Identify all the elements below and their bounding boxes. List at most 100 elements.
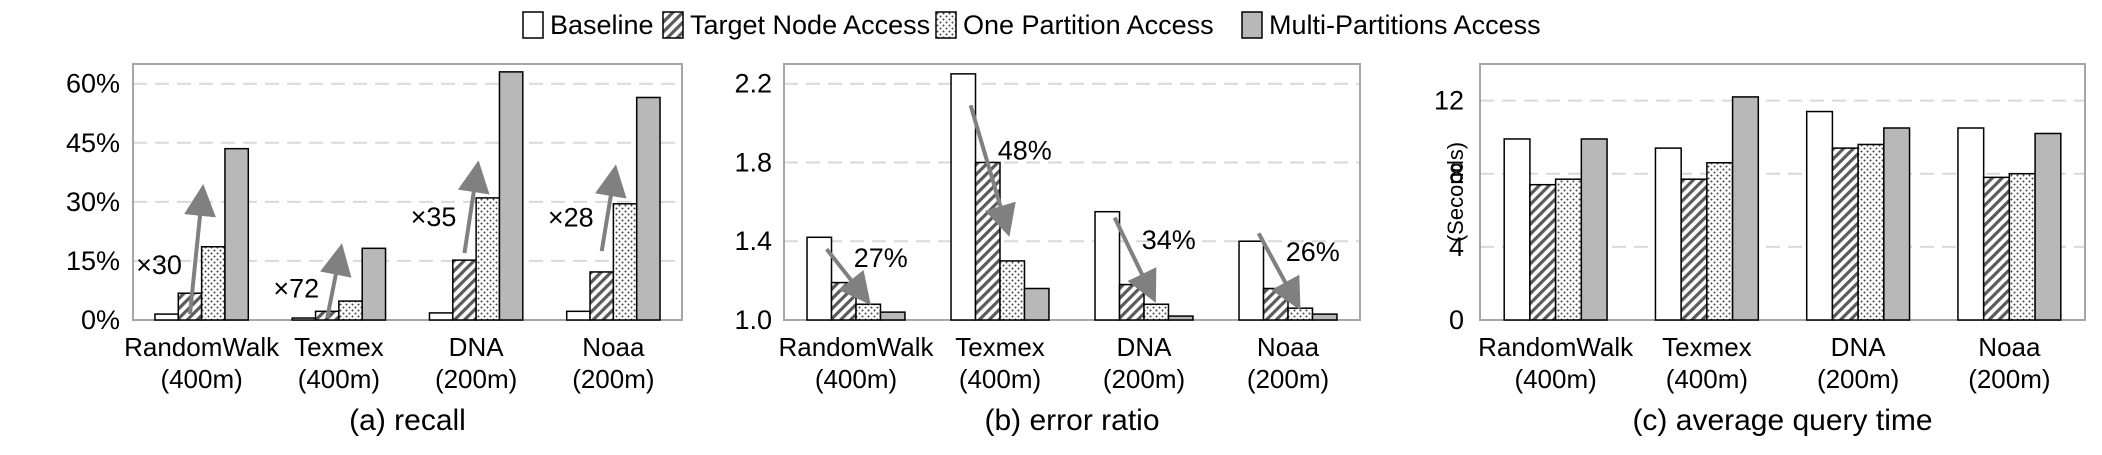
annotation-label: 34%: [1142, 225, 1196, 255]
x-tick-label: Texmex: [1662, 332, 1752, 362]
bar-multi-partitions-access-noaa: [2034, 132, 2062, 321]
annotation-label: 27%: [854, 243, 908, 273]
bar-multi-partitions-access-noaa: [635, 96, 661, 321]
x-tick-label: DNA: [449, 332, 505, 362]
plot-frame: [783, 63, 1361, 321]
x-tick-label: Texmex: [955, 332, 1045, 362]
bar-baseline-texmex: [1654, 147, 1682, 321]
legend-swatch-multi-partitions-access: [1241, 11, 1263, 39]
legend-label-baseline: Baseline: [550, 10, 654, 40]
bar-one-partition-access-noaa: [1287, 307, 1314, 321]
annotation-arrow: [184, 183, 216, 315]
bar-one-partition-access-texmex: [999, 260, 1026, 321]
x-tick-label: Noaa: [1978, 332, 2041, 362]
annotation-arrow: [825, 247, 871, 305]
bar-target-node-access-randomwalk: [1529, 183, 1557, 321]
legend-label-one-partition-access: One Partition Access: [963, 10, 1214, 40]
y-tick-label: 8: [1449, 159, 1464, 189]
bar-target-node-access-noaa: [589, 271, 615, 321]
x-tick-sublabel: (400m): [959, 364, 1041, 394]
legend-label-target-node-access: Target Node Access: [690, 10, 930, 40]
y-tick-label: 60%: [66, 69, 120, 99]
annotation-arrow: [594, 164, 627, 252]
bar-target-node-access-dna: [1831, 147, 1859, 321]
x-tick-sublabel: (200m): [1103, 364, 1185, 394]
bar-multi-partitions-access-texmex: [1731, 96, 1760, 321]
bar-multi-partitions-access-dna: [1883, 127, 1911, 321]
bar-multi-partitions-access-randomwalk: [879, 311, 906, 321]
legend-item-multi-partitions-access: Multi-Partitions Access: [1241, 10, 1541, 40]
bar-one-partition-access-texmex: [1706, 161, 1734, 321]
bar-one-partition-access-randomwalk: [200, 245, 226, 321]
x-tick-label: RandomWalk: [1478, 332, 1634, 362]
y-tick-label: 1.8: [734, 147, 772, 177]
bar-multi-partitions-access-dna: [1167, 315, 1194, 321]
bar-baseline-noaa: [1238, 240, 1265, 321]
x-tick-sublabel: (200m): [435, 364, 517, 394]
bar-one-partition-access-dna: [1857, 143, 1885, 321]
x-tick-label: DNA: [1831, 332, 1887, 362]
legend-item-one-partition-access: One Partition Access: [935, 10, 1214, 40]
annotation-label: ×28: [548, 202, 594, 232]
plot-frame: [1479, 63, 2086, 321]
bar-target-node-access-texmex: [1680, 178, 1708, 321]
x-tick-sublabel: (200m): [1817, 364, 1899, 394]
y-tick-label: 0: [1449, 305, 1464, 335]
bar-one-partition-access-randomwalk: [1554, 178, 1583, 321]
legend-item-target-node-access: Target Node Access: [662, 10, 930, 40]
y-tick-label: 30%: [66, 187, 120, 217]
bar-baseline-noaa: [1957, 127, 1985, 321]
x-tick-label: Texmex: [294, 332, 384, 362]
y-tick-label: 15%: [66, 246, 120, 276]
y-tick-label: 1.4: [734, 226, 772, 256]
x-tick-sublabel: (400m): [1666, 364, 1748, 394]
x-tick-label: DNA: [1117, 332, 1173, 362]
annotation-arrow: [457, 160, 490, 254]
x-tick-sublabel: (400m): [298, 364, 380, 394]
x-tick-label: Noaa: [1257, 332, 1320, 362]
legend: Baseline Target Node Access One Partitio…: [522, 10, 1541, 40]
bar-baseline-randomwalk: [1503, 138, 1531, 321]
panel-caption: (b) error ratio: [984, 404, 1159, 437]
annotation-label: 26%: [1286, 237, 1340, 267]
y-tick-label: 1.0: [734, 305, 772, 335]
bar-baseline-dna: [1805, 110, 1834, 321]
panel-error-ratio: 1.01.41.82.2RandomWalk(400m)Texmex(400m)…: [734, 63, 1361, 437]
legend-item-baseline: Baseline: [522, 10, 654, 40]
x-tick-sublabel: (200m): [572, 364, 654, 394]
bar-target-node-access-dna: [452, 259, 477, 321]
x-tick-sublabel: (400m): [1514, 364, 1596, 394]
y-tick-label: 2.2: [734, 69, 772, 99]
bar-baseline-randomwalk: [154, 313, 180, 321]
annotation-arrow: [1112, 216, 1157, 303]
bar-multi-partitions-access-dna: [498, 71, 524, 321]
x-tick-sublabel: (200m): [1968, 364, 2050, 394]
bar-baseline-texmex: [291, 317, 317, 321]
annotation-arrow: [968, 104, 1016, 237]
plot-frame: [132, 63, 683, 321]
y-tick-label: 12: [1434, 86, 1464, 116]
x-tick-sublabel: (400m): [160, 364, 242, 394]
panel-recall: 0%15%30%45%60%RandomWalk(400m)Texmex(400…: [66, 63, 683, 437]
y-tick-label: 45%: [66, 128, 120, 158]
bar-multi-partitions-access-texmex: [361, 247, 387, 321]
bar-one-partition-access-dna: [475, 197, 501, 321]
annotation-label: ×35: [411, 202, 457, 232]
bar-target-node-access-noaa: [1982, 176, 2011, 321]
bar-target-node-access-noaa: [1262, 287, 1289, 321]
bar-target-node-access-dna: [1118, 283, 1145, 321]
legend-swatch-one-partition-access: [935, 11, 957, 39]
bar-target-node-access-randomwalk: [830, 281, 857, 321]
annotation-label: ×72: [273, 273, 319, 303]
y-tick-label: 0%: [81, 305, 120, 335]
y-tick-label: 4: [1449, 232, 1464, 262]
bar-one-partition-access-texmex: [338, 300, 363, 321]
x-tick-sublabel: (200m): [1247, 364, 1329, 394]
x-tick-label: RandomWalk: [124, 332, 280, 362]
legend-label-multi-partitions-access: Multi-Partitions Access: [1269, 10, 1541, 40]
bar-multi-partitions-access-randomwalk: [1580, 138, 1608, 321]
annotation-label: 48%: [998, 135, 1052, 165]
panel-average-query-time: 04812RandomWalk(400m)Texmex(400m)DNA(200…: [1434, 63, 2086, 437]
